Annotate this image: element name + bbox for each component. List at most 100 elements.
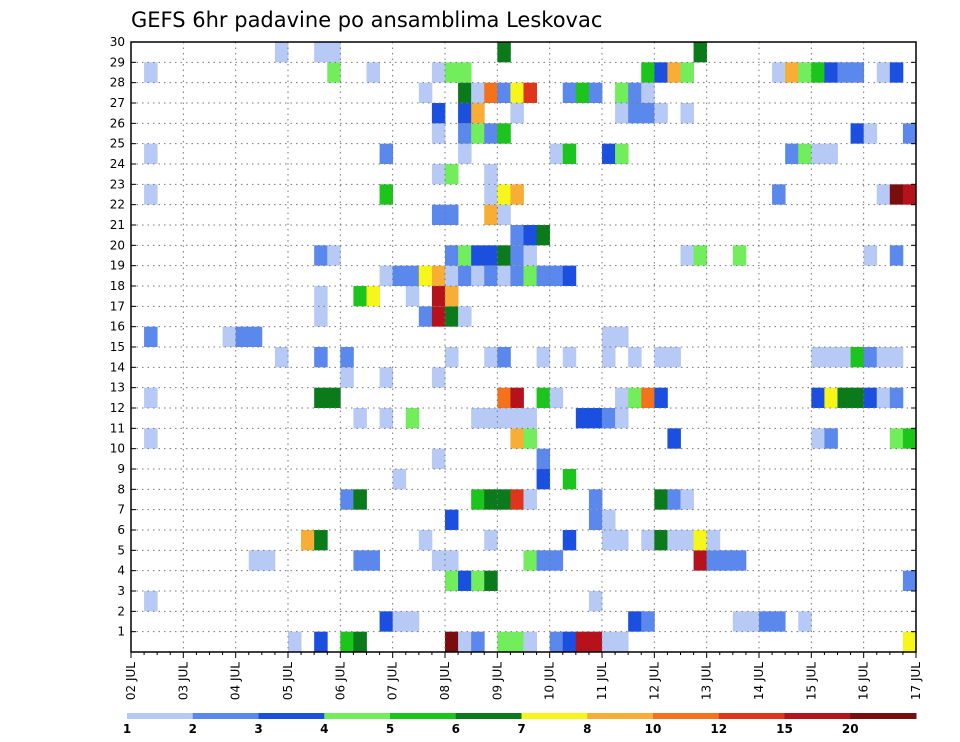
heatmap-cell [144, 387, 158, 408]
heatmap-cell [431, 103, 446, 124]
heatmap-cell [732, 550, 747, 571]
heatmap-cell [562, 82, 577, 103]
heatmap-cell [772, 611, 786, 632]
heatmap-cell [458, 82, 472, 103]
heatmap-cell [484, 530, 498, 551]
heatmap-cell [379, 143, 394, 164]
x-tick-label: 05 JUL [281, 662, 295, 700]
heatmap-cell [680, 530, 694, 551]
heatmap-cell [641, 611, 655, 632]
heatmap-cell [549, 631, 564, 652]
heatmap-cell [588, 509, 603, 530]
heatmap-cell [667, 428, 681, 449]
heatmap-cell [484, 204, 498, 225]
heatmap-cell [484, 489, 498, 510]
heatmap-cell [667, 62, 681, 83]
heatmap-cell [497, 347, 511, 368]
heatmap-cell [235, 326, 250, 347]
y-tick-label: 29 [110, 55, 125, 69]
heatmap-cell [431, 204, 446, 225]
y-tick-label: 24 [110, 157, 125, 171]
heatmap-cell [654, 103, 668, 124]
heatmap-cell [902, 570, 917, 591]
legend-swatch [850, 713, 917, 719]
legend-swatch [127, 713, 194, 719]
legend-swatch [587, 713, 654, 719]
x-tick-label: 02 JUL [124, 662, 138, 700]
heatmap-cell [379, 408, 394, 429]
y-tick-label: 12 [110, 401, 125, 415]
heatmap-cell [510, 387, 524, 408]
heatmap-cell [824, 428, 838, 449]
heatmap-cell [536, 347, 551, 368]
heatmap-cell [523, 225, 537, 246]
heatmap-cell [510, 428, 524, 449]
heatmap-cell [575, 631, 590, 652]
heatmap-cell [458, 245, 472, 266]
heatmap-cell [536, 265, 551, 286]
heatmap-cell [353, 286, 367, 307]
heatmap-cell [615, 143, 629, 164]
heatmap-cell [889, 62, 904, 83]
y-axis: 1234567891011121314151617181920212223242… [110, 35, 916, 639]
heatmap-cell [824, 347, 838, 368]
heatmap-cell [301, 530, 315, 551]
heatmap-cell [471, 265, 485, 286]
heatmap-cell [144, 143, 158, 164]
heatmap-cell [615, 326, 629, 347]
heatmap-cell [340, 489, 354, 510]
heatmap-cell [405, 286, 420, 307]
heatmap-cell [418, 265, 433, 286]
heatmap-cell [602, 509, 616, 530]
y-tick-label: 10 [110, 442, 125, 456]
heatmap-cell [654, 530, 668, 551]
heatmap-cell [497, 245, 511, 266]
heatmap-cell [876, 184, 891, 205]
heatmap-cell [602, 347, 616, 368]
legend-swatch [718, 713, 785, 719]
legend-swatch [324, 713, 391, 719]
y-tick-label: 19 [110, 259, 125, 273]
heatmap-cell [418, 82, 433, 103]
heatmap-cell [641, 530, 655, 551]
heatmap-cell [497, 265, 511, 286]
heatmap-cell [458, 631, 472, 652]
heatmap-cell [549, 550, 564, 571]
heatmap-cell [615, 530, 629, 551]
heatmap-cell [811, 428, 825, 449]
heatmap-cell [523, 82, 537, 103]
y-tick-label: 6 [117, 523, 125, 537]
y-tick-label: 18 [110, 279, 125, 293]
heatmap-cell [628, 387, 642, 408]
heatmap-cell [641, 103, 655, 124]
heatmap-cell [615, 631, 629, 652]
legend-swatch [653, 713, 720, 719]
heatmap-cell [497, 408, 511, 429]
heatmap-cell [798, 62, 812, 83]
heatmap-cell [850, 387, 865, 408]
y-tick-label: 22 [110, 198, 125, 212]
heatmap-cell [471, 489, 485, 510]
heatmap-cell [497, 204, 511, 225]
heatmap-cell [680, 489, 694, 510]
y-tick-label: 2 [117, 604, 125, 618]
heatmap-cell [510, 225, 524, 246]
x-tick-label: 06 JUL [333, 662, 347, 700]
heatmap-cell [445, 265, 459, 286]
heatmap-cell [144, 326, 158, 347]
heatmap-cell [837, 62, 851, 83]
heatmap-cell [588, 408, 603, 429]
x-axis: 02 JUL 03 JUL 04 JUL 05 JUL 06 JUL 07 JUL 08 J… [124, 652, 923, 700]
heatmap-cell [575, 408, 590, 429]
heatmap-cell [431, 550, 446, 571]
heatmap-cell [667, 347, 681, 368]
heatmap-cell [431, 123, 446, 144]
legend-label: 2 [189, 722, 197, 736]
heatmap-cell [484, 164, 498, 185]
heatmap-cell [392, 469, 407, 490]
heatmap-cell [445, 631, 459, 652]
heatmap-cell [641, 62, 655, 83]
legend-label: 1 [123, 722, 131, 736]
heatmap-cell [575, 82, 590, 103]
x-tick-label: 17 JUL [909, 662, 923, 700]
